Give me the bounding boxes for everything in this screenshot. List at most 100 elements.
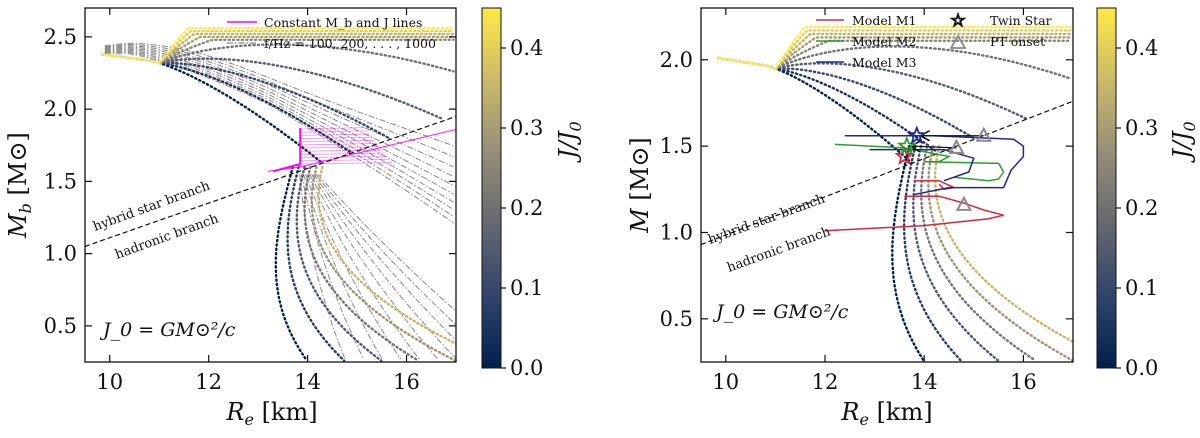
y-tick-label: 1.0 [660, 220, 693, 244]
transition-arrows [912, 136, 984, 148]
hybrid-sequence-j-1 [717, 56, 938, 153]
right-colorbar-gradient [1096, 7, 1117, 369]
hadronic-sequence-j-2 [912, 144, 999, 362]
colorbar-tick-label: 0.2 [1125, 196, 1158, 220]
hadronic-sequence-j-0 [274, 165, 309, 362]
left-plot-frame [84, 7, 457, 363]
pt-onset-marker-m1 [955, 195, 973, 211]
hadronic-sequence-j-1 [902, 144, 962, 362]
hybrid-sequence-j-6 [101, 35, 455, 65]
twin-star-marker-icon: ☆ [950, 11, 965, 31]
frequency-line-hadronic-200 [301, 174, 365, 360]
left-xlabel: Re [km] [225, 398, 317, 429]
y-tick-label: 2.5 [44, 25, 77, 49]
hybrid-sequence-j-2 [717, 56, 975, 140]
rotating-sequences [717, 25, 1073, 362]
hadronic-sequence-j-3 [920, 144, 1037, 362]
twin-star-marker-m1 [894, 145, 915, 166]
left-colorbar-gradient [481, 7, 502, 369]
legend-m2: Model M2 [852, 34, 916, 49]
frequency-line-600 [104, 47, 454, 187]
legend-twin-star: Twin Star [990, 13, 1052, 28]
constant-j-hatch [300, 152, 385, 155]
constant-j-hatch [300, 155, 387, 159]
y-tick-label: 0.5 [660, 307, 693, 331]
frequency-line-hadronic-600 [309, 173, 439, 360]
frequency-line-900 [104, 44, 454, 158]
hybrid-sequence-j-1 [101, 53, 351, 153]
y-tick-label: 2.0 [44, 97, 77, 121]
right-colorbar-ticks: 0.0 0.1 0.2 0.3 0.4 [1116, 36, 1158, 380]
legend-m3: Model M3 [852, 55, 916, 70]
frequency-line-500 [104, 48, 454, 195]
hybrid-sequence-j-9 [717, 25, 1072, 70]
right-ylabel: M [M⊙] [626, 137, 654, 234]
y-tick-label: 1.5 [660, 134, 693, 158]
left-colorbar-label: J/J0 [554, 121, 585, 164]
legend-freq-lines: f/Hz = 100, 200, . . . , 1000 [264, 36, 436, 51]
left-colorbar-ticks: 0.0 0.1 0.2 0.3 0.4 [501, 36, 543, 380]
y-tick-label: 0.5 [44, 314, 77, 338]
hybrid-sequence-j-6 [717, 36, 1072, 70]
left-legend: Constant M_b and J lines f/Hz = 100, 200… [227, 15, 436, 51]
frequency-line-hadronic-700 [311, 173, 456, 360]
twin-star-marker-m2 [896, 135, 917, 155]
left-ylabel: Mb [M⊙] [4, 132, 35, 239]
right-plot-area [701, 25, 1073, 362]
hadronic-sequence-j-2 [295, 165, 383, 362]
frequency-line-hadronic-800 [313, 173, 456, 342]
frequency-line-1000 [104, 42, 454, 147]
frequency-line-800 [104, 45, 454, 168]
right-xlabel: Re [km] [840, 398, 932, 429]
colorbar-tick-label: 0.3 [510, 116, 543, 140]
hybrid-sequence-j-4 [717, 45, 1072, 80]
right-colorbar: 0.0 0.1 0.2 0.3 0.4 J/J0 [1096, 7, 1199, 380]
constant-j-hatch [300, 133, 370, 136]
hybrid-sequence-j-8 [101, 29, 455, 65]
colorbar-tick-label: 0.4 [1125, 36, 1158, 60]
y-tick-label: 1.0 [44, 242, 77, 266]
hadronic-sequence-j-5 [317, 165, 456, 346]
frequency-line-200 [104, 51, 454, 217]
pt-onset-marker-m3 [975, 126, 992, 142]
y-tick-label: 1.5 [44, 169, 77, 193]
hybrid-sequence-j-5 [717, 39, 1072, 70]
branch-divider [701, 100, 1073, 246]
right-ticks: 10 12 14 16 0.5 1.0 1.5 2.0 [660, 8, 1073, 394]
left-panel: 10 12 14 160.51.01.52.02.5 Mb [M⊙] Re [km] … [4, 7, 585, 429]
branch-divider [85, 115, 456, 247]
constant-j-hatch [300, 130, 367, 133]
constant-j-line [267, 128, 456, 172]
colorbar-tick-label: 0.1 [1125, 276, 1158, 300]
constant-j-hatch [300, 136, 372, 139]
hadronic-sequence-j-5 [934, 144, 1073, 344]
x-tick-label: 16 [1010, 370, 1037, 394]
x-tick-label: 14 [911, 370, 938, 394]
constant-j-hatch [300, 149, 382, 152]
x-tick-label: 10 [96, 370, 123, 394]
x-tick-label: 12 [812, 370, 839, 394]
model-track-m1-0 [824, 195, 1004, 232]
right-legend: Model M1 Model M2 Model M3 ☆ Twin Star P… [816, 10, 1052, 70]
hadronic-sequence-j-4 [927, 144, 1073, 362]
hadronic-sequence-j-0 [891, 144, 925, 362]
constant-j-hatch [300, 140, 375, 143]
model-track-m2-0 [834, 143, 1005, 182]
frequency-line-400 [104, 49, 454, 203]
frequency-line-700 [104, 46, 454, 177]
hadronic-sequence-j-4 [310, 165, 456, 362]
colorbar-tick-label: 0.0 [510, 356, 543, 380]
x-tick-label: 12 [195, 370, 222, 394]
left-ticks: 10 12 14 16 0.5 1.0 1.5 2.0 2.5 [44, 8, 456, 394]
x-tick-label: 14 [294, 370, 321, 394]
legend-m1: Model M1 [852, 13, 916, 28]
colorbar-tick-label: 0.4 [510, 36, 543, 60]
frequency-lines [104, 42, 456, 360]
left-plot-area [85, 27, 456, 362]
hybrid-sequence-j-9 [101, 27, 455, 65]
constant-j-hatch [300, 162, 392, 165]
legend-pt-onset: PT onset [990, 34, 1045, 49]
frequency-line-hadronic-500 [307, 173, 420, 360]
left-j0-annotation: J_0 = GM⊙²/c [99, 319, 236, 341]
rotating-sequences [101, 27, 456, 362]
